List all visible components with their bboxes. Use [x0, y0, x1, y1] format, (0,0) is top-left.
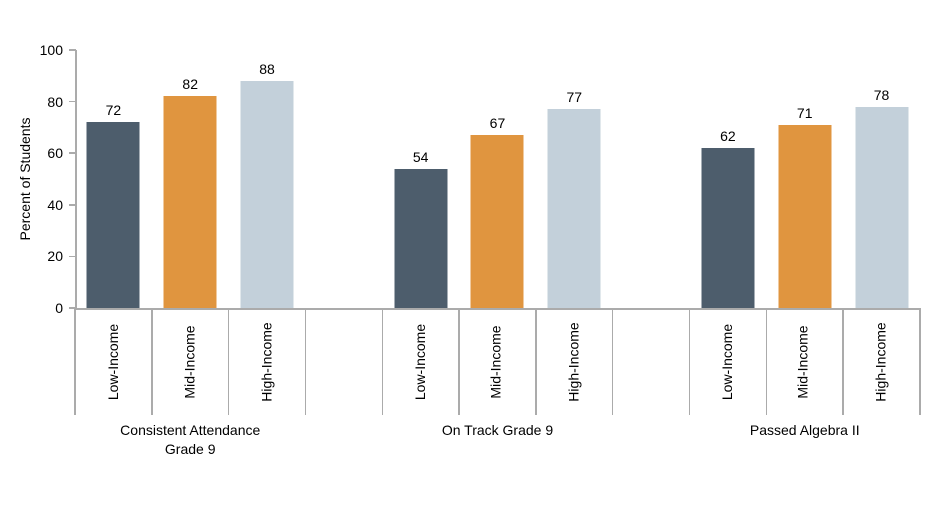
bar-cell: 72	[75, 50, 152, 308]
bar-cell: 78	[843, 50, 920, 308]
y-axis-tick-label: 20	[47, 248, 63, 265]
group-label-line: Consistent Attendance	[120, 422, 261, 438]
category-label: High-Income	[872, 321, 889, 402]
category-cell: Mid-Income	[151, 308, 227, 415]
bar-high-income	[547, 109, 601, 308]
category-cell: High-Income	[534, 308, 613, 415]
bar-value-label: 67	[489, 115, 506, 132]
category-cell: Low-Income	[75, 308, 151, 415]
y-axis-tick-mark	[69, 204, 76, 206]
group-label-line: Passed Algebra II	[749, 422, 860, 438]
category-label: Mid-Income	[794, 324, 811, 399]
category-label: Low-Income	[718, 323, 735, 400]
group-label-line: Grade 9	[164, 441, 216, 457]
category-cell: Mid-Income	[765, 308, 841, 415]
spacer-cell	[613, 50, 690, 308]
bar-high-income	[855, 106, 909, 308]
group-axis-labels: Consistent Attendance Grade 9 On Track Gra…	[75, 421, 920, 465]
category-label: Low-Income	[411, 323, 428, 400]
bar-value-label: 82	[182, 76, 198, 93]
x-axis-line	[75, 308, 920, 310]
category-axis-labels: Low-Income Mid-Income High-Income Low-Incom…	[75, 308, 920, 415]
y-axis-tick-label: 40	[47, 196, 63, 213]
plot-area: 72 82 88 54 67 77 62 71 78	[75, 50, 920, 308]
group-label: Consistent Attendance Grade 9	[75, 421, 305, 459]
group-label-line: On Track Grade 9	[441, 422, 554, 438]
spacer-cell	[305, 50, 382, 308]
bar-low-income	[394, 168, 448, 308]
category-cell: High-Income	[227, 308, 306, 415]
category-label: High-Income	[565, 321, 582, 402]
category-cell: High-Income	[841, 308, 920, 415]
group-label: On Track Grade 9	[382, 421, 612, 440]
bar-cell: 77	[536, 50, 613, 308]
category-label: High-Income	[258, 321, 275, 402]
bar-low-income	[701, 148, 755, 308]
bar-value-label: 78	[873, 86, 890, 103]
bar-cell: 67	[459, 50, 536, 308]
group-label: Passed Algebra II	[690, 421, 920, 440]
y-axis-tick-mark	[69, 152, 76, 154]
y-axis-tick-label: 80	[47, 93, 63, 110]
y-axis-tick-label: 60	[47, 145, 63, 162]
bar-value-label: 72	[105, 102, 122, 119]
y-axis-tick-mark	[69, 49, 76, 51]
bar-low-income	[86, 122, 140, 308]
category-cell: Mid-Income	[458, 308, 534, 415]
y-axis-line	[75, 50, 77, 308]
y-axis-title: Percent of Students	[17, 117, 33, 241]
category-cell: Low-Income	[382, 308, 458, 415]
category-label: Low-Income	[105, 323, 122, 400]
bar-cell: 71	[766, 50, 843, 308]
spacer-cell	[306, 308, 382, 415]
category-label: Mid-Income	[181, 324, 198, 399]
bar-cell: 88	[229, 50, 306, 308]
bar-value-label: 71	[796, 104, 813, 121]
bar-mid-income	[778, 124, 832, 308]
bar-mid-income	[470, 135, 524, 308]
y-axis-tick-mark	[69, 100, 76, 103]
y-axis-tick-label: 0	[55, 300, 63, 316]
y-axis-tick-mark	[69, 307, 76, 309]
bar-high-income	[240, 80, 294, 308]
category-cell: Low-Income	[689, 308, 765, 415]
bar-cell: 82	[152, 50, 229, 308]
bar-value-label: 54	[412, 148, 429, 165]
bar-value-label: 77	[566, 89, 583, 106]
bar-mid-income	[163, 96, 217, 308]
category-label: Mid-Income	[487, 324, 504, 399]
bar-value-label: 88	[259, 60, 275, 77]
bar-cell: 54	[382, 50, 459, 308]
spacer-cell	[613, 308, 689, 415]
bar-cell: 62	[690, 50, 767, 308]
y-axis-tick-mark	[69, 255, 76, 258]
y-axis-tick-label: 100	[39, 42, 63, 58]
bar-value-label: 62	[720, 128, 736, 145]
